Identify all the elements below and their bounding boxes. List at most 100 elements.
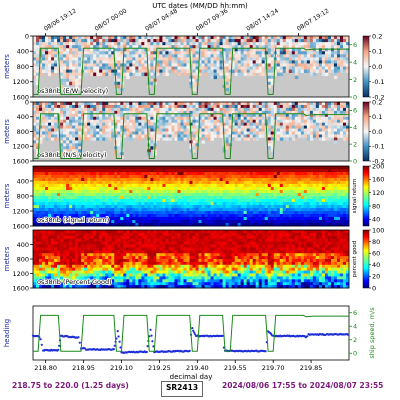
heatmap-cell [324, 66, 329, 70]
heatmap-cell [339, 187, 344, 191]
heatmap-cell [42, 211, 46, 215]
heatmap-cell [258, 42, 263, 46]
heatmap-cell [246, 119, 251, 124]
heatmap-cell [252, 104, 257, 109]
heatmap-cell [267, 122, 272, 126]
heatmap-cell [150, 113, 154, 118]
heatmap-cell [102, 102, 106, 106]
heatmap-cell [324, 54, 329, 58]
heatmap-cell [333, 69, 338, 73]
heatmap-cell [303, 196, 308, 200]
heatmap-cell [234, 214, 239, 218]
heatmap-cell [117, 107, 121, 112]
heatmap-cell [228, 169, 233, 173]
heatmap-cell [342, 110, 347, 115]
heatmap-cell [261, 187, 266, 191]
heatmap-cell [276, 69, 281, 73]
heatmap-cell [330, 205, 335, 209]
heatmap-cell [36, 128, 40, 132]
heatmap-cell [93, 175, 97, 179]
heatmap-cell [120, 102, 124, 106]
heatmap-cell [252, 42, 257, 46]
heatmap-cell [57, 199, 61, 203]
heatmap-cell [309, 51, 314, 55]
heatmap-cell [102, 169, 106, 173]
heatmap-cell [264, 107, 269, 112]
heatmap-cell [276, 205, 281, 209]
heatmap-cell [126, 190, 130, 194]
heatmap-cell [330, 208, 335, 212]
heatmap-cell [102, 48, 106, 52]
heatmap-cell [54, 128, 58, 132]
heatmap-cell [63, 69, 67, 73]
heatmap-cell [75, 178, 79, 182]
heatmap-cell [144, 110, 148, 115]
heatmap-cell [303, 187, 308, 191]
heatmap-cell [249, 178, 254, 182]
heatmap-cell [282, 39, 287, 43]
heatmap-cell [339, 172, 344, 176]
heatmap-cell [291, 134, 296, 138]
heatmap-cell [309, 214, 314, 218]
heatmap-cell [285, 102, 290, 106]
heatmap-cell [261, 63, 266, 67]
heatmap-cell [126, 42, 130, 46]
heatmap-cell [303, 178, 308, 182]
heatmap-cell [321, 131, 326, 135]
heatmap-cell [42, 172, 46, 176]
heatmap-cell [222, 181, 227, 185]
heatmap-cell [42, 42, 46, 46]
heatmap-cell [51, 172, 55, 176]
heatmap-cell [231, 125, 236, 129]
heatmap-cell [72, 113, 76, 118]
heatmap-cell [291, 184, 296, 188]
heatmap-cell [93, 113, 97, 118]
heatmap-cell [282, 208, 287, 212]
heatmap-cell [333, 211, 338, 215]
heatmap-cell [237, 223, 242, 227]
heatmap-cell [36, 45, 40, 49]
heatmap-cell [63, 51, 67, 55]
heatmap-cell [207, 116, 211, 121]
heatmap-cell [231, 104, 236, 109]
heatmap-cell [75, 107, 79, 112]
heatmap-cell [177, 169, 181, 173]
heatmap-cell [252, 110, 257, 115]
heatmap-cell [291, 128, 296, 132]
heatmap-cell [276, 66, 281, 70]
heatmap-cell [177, 175, 181, 179]
heatmap-cell [294, 190, 299, 194]
heatmap-cell [72, 166, 76, 170]
heatmap-cell [225, 217, 230, 221]
heatmap-cell [117, 128, 121, 132]
heatmap-cell [66, 39, 70, 43]
heatmap-cell [285, 51, 290, 55]
heatmap-cell [282, 172, 287, 176]
heatmap-cell [333, 172, 338, 176]
heatmap-cell [339, 193, 344, 197]
heatmap-cell [198, 178, 202, 182]
heatmap-cell [51, 57, 55, 61]
heatmap-cell [189, 205, 193, 209]
heatmap-cell [285, 187, 290, 191]
heatmap-cell [243, 172, 248, 176]
heatmap-cell [297, 134, 302, 138]
heatmap-cell [267, 137, 272, 141]
heatmap-cell [141, 199, 145, 203]
heatmap-cell [45, 36, 49, 40]
heatmap-cell [312, 223, 317, 227]
heatmap-cell [171, 69, 175, 73]
heatmap-cell [213, 113, 217, 118]
heatmap-cell [198, 110, 202, 115]
heatmap-cell [90, 107, 94, 112]
heatmap-cell [198, 220, 202, 224]
heatmap-cell [306, 104, 311, 109]
heatmap-cell [33, 60, 37, 64]
heatmap-cell [138, 36, 142, 40]
heatmap-cell [75, 84, 79, 89]
heatmap-cell [333, 223, 338, 227]
heatmap-cell [312, 199, 317, 203]
heatmap-cell [192, 81, 196, 86]
heatmap-cell [75, 42, 79, 46]
heatmap-cell [150, 81, 154, 86]
